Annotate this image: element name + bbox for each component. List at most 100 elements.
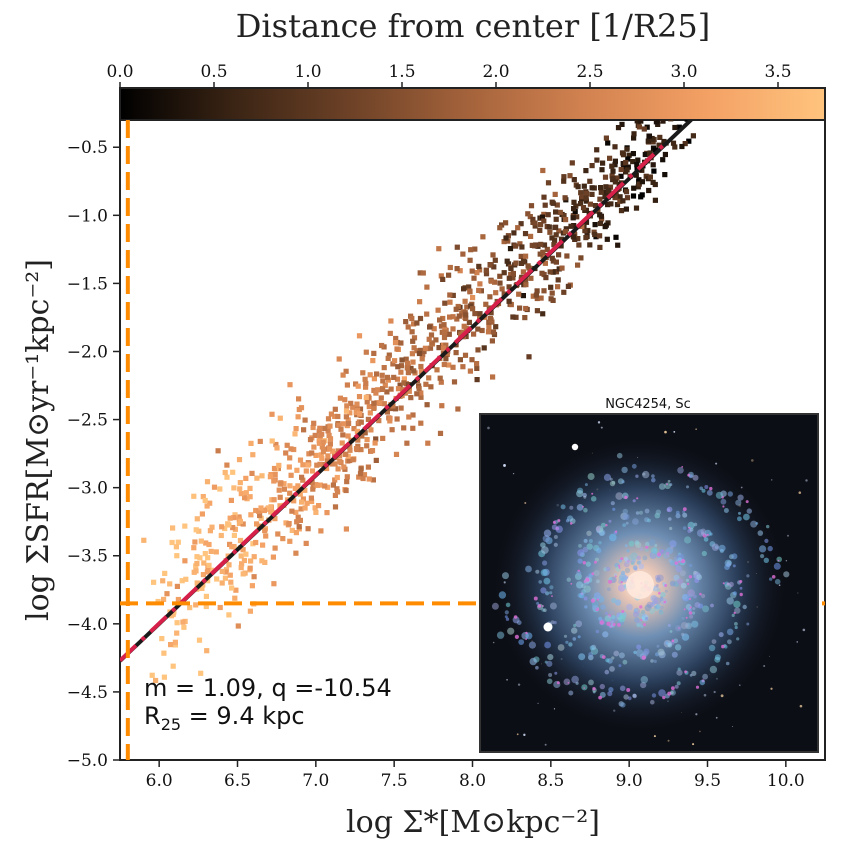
- galaxy-arm: [727, 491, 733, 497]
- scatter-point: [447, 299, 453, 305]
- galaxy-core: [626, 571, 654, 599]
- scatter-point: [652, 197, 658, 203]
- galaxy-arm: [609, 666, 615, 672]
- scatter-point: [686, 138, 692, 144]
- galaxy-arm: [687, 589, 695, 597]
- scatter-point: [441, 334, 448, 341]
- galaxy-star: [695, 428, 697, 430]
- scatter-point: [286, 521, 292, 527]
- scatter-point: [257, 512, 263, 519]
- scatter-point: [623, 189, 630, 195]
- scatter-point: [476, 263, 482, 269]
- scatter-point: [277, 494, 283, 500]
- scatter-point: [522, 315, 528, 321]
- scatter-point: [243, 551, 249, 557]
- galaxy-hii-region: [771, 575, 776, 579]
- scatter-point: [447, 264, 453, 271]
- galaxy-arm: [584, 605, 588, 609]
- scatter-point: [483, 267, 489, 273]
- galaxy-arm: [555, 525, 563, 533]
- scatter-point: [297, 517, 303, 523]
- scatter-point: [603, 135, 609, 141]
- scatter-point: [580, 205, 587, 211]
- scatter-point: [609, 163, 615, 169]
- galaxy-hii-region: [733, 611, 736, 615]
- scatter-point: [287, 382, 293, 388]
- scatter-point: [442, 326, 448, 332]
- scatter-point: [553, 259, 559, 265]
- scatter-point: [443, 342, 449, 348]
- scatter-point: [583, 198, 589, 204]
- galaxy-arm: [608, 687, 614, 693]
- scatter-point: [578, 201, 584, 207]
- scatter-point: [457, 268, 463, 274]
- galaxy-arm: [588, 539, 593, 543]
- scatter-point: [274, 445, 280, 451]
- scatter-point: [339, 440, 345, 446]
- scatter-point: [584, 190, 590, 196]
- galaxy-arm: [709, 665, 718, 674]
- scatter-point: [618, 208, 625, 214]
- scatter-point: [550, 269, 556, 275]
- scatter-point: [414, 391, 420, 397]
- galaxy-arm: [656, 574, 664, 582]
- scatter-point: [488, 310, 494, 316]
- scatter-point: [237, 486, 243, 492]
- scatter-point: [409, 351, 415, 357]
- scatter-point: [345, 417, 351, 423]
- scatter-point: [519, 244, 525, 250]
- scatter-point: [575, 262, 581, 268]
- galaxy-arm: [632, 518, 639, 525]
- scatter-point: [603, 184, 609, 190]
- scatter-point: [623, 159, 629, 166]
- scatter-point: [568, 223, 574, 229]
- scatter-point: [642, 151, 648, 158]
- scatter-point: [410, 359, 416, 365]
- scatter-point: [354, 401, 360, 407]
- scatter-point: [335, 413, 341, 420]
- scatter-point: [587, 178, 593, 184]
- scatter-point: [455, 303, 461, 310]
- scatter-point: [262, 528, 268, 534]
- scatter-point: [559, 265, 565, 271]
- colorbar-tick-labels: 0.0 0.5 1.0 1.5 2.0 2.5 3.0 3.5: [106, 62, 792, 88]
- scatter-point: [558, 243, 564, 249]
- scatter-point: [243, 490, 249, 496]
- scatter-point: [592, 203, 599, 209]
- scatter-point: [228, 579, 234, 585]
- scatter-point: [470, 295, 476, 301]
- scatter-point: [460, 251, 466, 257]
- galaxy-arm: [667, 479, 671, 483]
- scatter-point: [528, 203, 535, 209]
- colorbar: [119, 87, 826, 121]
- scatter-point: [211, 484, 218, 490]
- scatter-point: [471, 331, 477, 337]
- scatter-point: [668, 120, 674, 122]
- galaxy-arm: [596, 579, 600, 584]
- galaxy-arm: [631, 463, 637, 469]
- galaxy-arm: [689, 563, 693, 568]
- scatter-point: [633, 172, 639, 178]
- scatter-point: [490, 329, 497, 335]
- galaxy-arm: [731, 553, 738, 560]
- scatter-point: [289, 527, 295, 533]
- galaxy-arm: [759, 545, 767, 553]
- scatter-point: [393, 451, 400, 457]
- galaxy-arm: [693, 570, 697, 575]
- galaxy-arm: [529, 657, 537, 666]
- scatter-point: [506, 284, 512, 290]
- scatter-point: [230, 525, 236, 531]
- scatter-point: [409, 329, 415, 335]
- galaxy-hii-region: [639, 605, 643, 609]
- scatter-point: [182, 558, 188, 564]
- galaxy-arm: [496, 631, 505, 639]
- scatter-point: [479, 327, 485, 334]
- scatter-point: [393, 335, 399, 342]
- galaxy-star: [492, 641, 495, 644]
- scatter-point: [433, 337, 439, 343]
- scatter-point: [547, 229, 553, 235]
- scatter-point: [440, 276, 446, 282]
- scatter-point: [271, 478, 277, 484]
- y-tick-label-9: −5.0: [67, 751, 108, 771]
- scatter-point: [367, 410, 373, 416]
